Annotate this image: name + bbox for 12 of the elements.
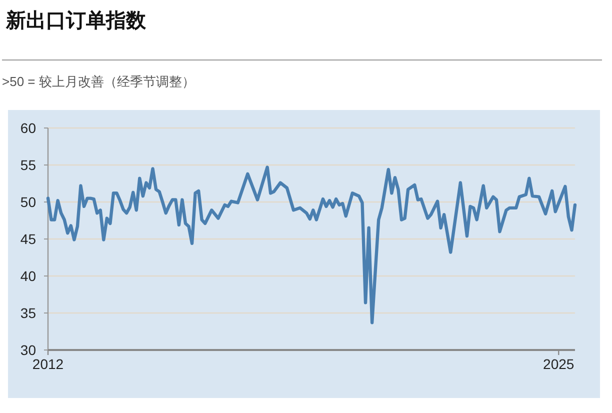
line-series — [46, 166, 577, 324]
y-tick-label: 40 — [20, 268, 36, 284]
y-tick-label: 60 — [20, 120, 36, 136]
x-tick-label: 2012 — [32, 356, 64, 372]
y-tick-label: 35 — [20, 305, 36, 321]
y-tick-label: 50 — [20, 194, 36, 210]
x-tick-label: 2025 — [543, 356, 574, 372]
y-tick-label: 30 — [20, 342, 36, 358]
y-tick-label: 55 — [20, 157, 36, 173]
chart-title: 新出口订单指数 — [5, 9, 147, 32]
y-tick-label: 45 — [20, 231, 36, 247]
chart-subtitle: >50 = 较上月改善（经季节调整） — [2, 74, 195, 89]
